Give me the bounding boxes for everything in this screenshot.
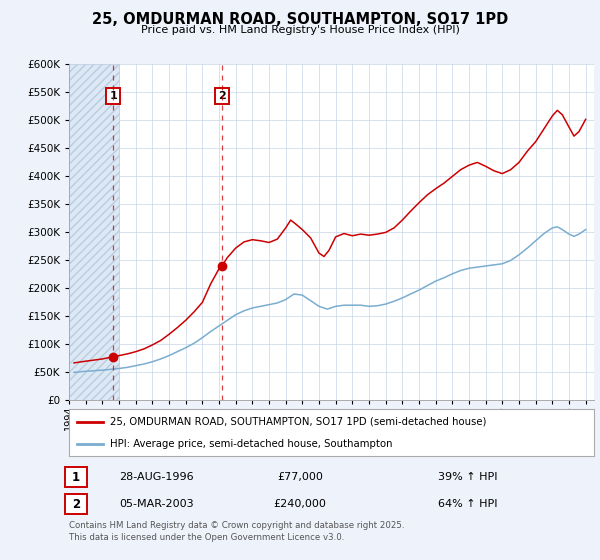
Text: 1: 1 bbox=[72, 470, 80, 484]
Text: This data is licensed under the Open Government Licence v3.0.: This data is licensed under the Open Gov… bbox=[69, 533, 344, 542]
Text: 05-MAR-2003: 05-MAR-2003 bbox=[119, 499, 193, 509]
Text: 25, OMDURMAN ROAD, SOUTHAMPTON, SO17 1PD (semi-detached house): 25, OMDURMAN ROAD, SOUTHAMPTON, SO17 1PD… bbox=[110, 417, 487, 427]
Text: HPI: Average price, semi-detached house, Southampton: HPI: Average price, semi-detached house,… bbox=[110, 438, 392, 449]
Text: 25, OMDURMAN ROAD, SOUTHAMPTON, SO17 1PD: 25, OMDURMAN ROAD, SOUTHAMPTON, SO17 1PD bbox=[92, 12, 508, 27]
Text: 2: 2 bbox=[72, 497, 80, 511]
Text: 39% ↑ HPI: 39% ↑ HPI bbox=[438, 472, 497, 482]
Text: £240,000: £240,000 bbox=[274, 499, 326, 509]
Text: 2: 2 bbox=[218, 91, 226, 101]
Text: Contains HM Land Registry data © Crown copyright and database right 2025.: Contains HM Land Registry data © Crown c… bbox=[69, 521, 404, 530]
Text: Price paid vs. HM Land Registry's House Price Index (HPI): Price paid vs. HM Land Registry's House … bbox=[140, 25, 460, 35]
Text: 1: 1 bbox=[109, 91, 117, 101]
Text: 64% ↑ HPI: 64% ↑ HPI bbox=[438, 499, 497, 509]
Bar bbox=[69, 64, 119, 400]
Text: £77,000: £77,000 bbox=[277, 472, 323, 482]
Text: 28-AUG-1996: 28-AUG-1996 bbox=[119, 472, 193, 482]
